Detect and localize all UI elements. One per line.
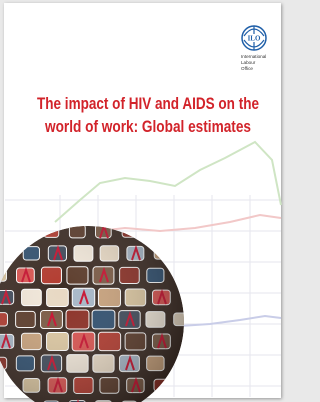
cover: ILO International Labour Office The impa… bbox=[0, 0, 286, 402]
title-line: The impact of HIV and AIDS on the bbox=[37, 95, 259, 113]
publisher-line: Office bbox=[241, 66, 253, 71]
publisher-line: Labour bbox=[241, 60, 256, 65]
title-line: world of work: Global estimates bbox=[44, 118, 251, 136]
page: ILO International Labour Office The impa… bbox=[0, 0, 286, 402]
publisher-line: International bbox=[241, 54, 266, 59]
svg-text:ILO: ILO bbox=[248, 35, 261, 43]
ilo-logo: ILO bbox=[242, 26, 266, 50]
